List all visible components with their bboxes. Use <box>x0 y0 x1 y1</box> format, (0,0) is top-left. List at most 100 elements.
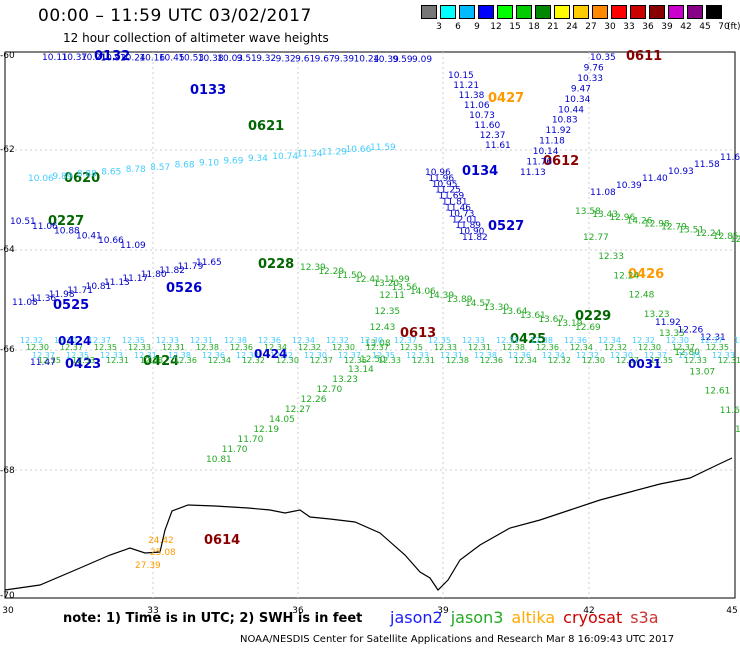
scale-swatch <box>535 5 551 19</box>
legend-s3a: s3a <box>630 608 659 627</box>
swh-band-value: 12.30 <box>276 356 299 365</box>
scale-label: 39 <box>661 22 673 32</box>
swh-value: 11.80 <box>141 270 167 280</box>
footnote: note: 1) Time is in UTC; 2) SWH is in fe… <box>63 611 363 626</box>
swh-value: 12.11 <box>379 291 405 301</box>
swh-value: 13.89 <box>447 295 473 305</box>
swh-value: 9.09 <box>412 55 432 65</box>
swh-band-value: 12.38 <box>168 351 191 360</box>
swh-value: 11.60 <box>474 121 500 131</box>
scale-label: 30 <box>604 22 616 32</box>
swh-value: 10.45 <box>159 54 185 64</box>
swh-value: 11.71 <box>67 286 93 296</box>
swh-value: 11.06 <box>32 222 58 232</box>
swh-value: 11.82 <box>462 233 488 243</box>
swh-band-value: 12.35 <box>372 351 395 360</box>
scale-label: 6 <box>455 22 461 32</box>
swh-band-value: 12.35 <box>94 343 117 352</box>
scale-label: 15 <box>509 22 521 32</box>
legend-altika: altika <box>511 608 556 627</box>
scale-label: 27 <box>585 22 597 32</box>
satellite-legend: jason2 jason3 altika cryosat s3a <box>390 608 667 627</box>
swh-value: 12.85 <box>713 232 739 242</box>
credit-footer: NOAA/NESDIS Center for Satellite Applica… <box>240 634 675 645</box>
swh-band-value: 12.36 <box>536 343 559 352</box>
swh-value: 11.92 <box>655 318 681 328</box>
swh-band-value: 12.36 <box>258 336 281 345</box>
swh-value: 12.70 <box>316 385 342 395</box>
swh-value: 11.79 <box>178 262 204 272</box>
swh-value: 13.20 <box>373 279 399 289</box>
swh-value: 8.65 <box>101 167 121 177</box>
swh-band-value: 12.32 <box>298 343 321 352</box>
swh-value: 13.58 <box>575 207 601 217</box>
swh-band-value: 12.35 <box>38 356 61 365</box>
pass-label-0423: 0423 <box>65 357 101 372</box>
swh-value: 12.61 <box>705 387 731 397</box>
pass-label-0527: 0527 <box>488 219 524 234</box>
scale-swatch <box>421 5 437 19</box>
swh-band-value: 12.35 <box>66 351 89 360</box>
lat-tick-label: -62 <box>0 145 15 155</box>
swh-value: 11.67 <box>720 153 740 163</box>
swh-band-value: 12.33 <box>712 351 735 360</box>
scale-label: 33 <box>623 22 635 32</box>
lon-tick-label: 42 <box>583 606 594 616</box>
pass-label-0526: 0526 <box>166 281 202 296</box>
swh-value: 12.77 <box>583 233 609 243</box>
swh-value: 12.98 <box>644 219 670 229</box>
swh-band-value: 12.32 <box>576 351 599 360</box>
swh-band-value: 12.36 <box>202 351 225 360</box>
scale-swatch <box>687 5 703 19</box>
pass-label-0424: 0424 <box>143 354 179 369</box>
swh-value: 8.57 <box>150 163 170 173</box>
swh-value: 9.67 <box>315 54 335 64</box>
swh-value: 12.43 <box>370 323 396 333</box>
swh-value: 13.51 <box>678 226 704 236</box>
swh-value: 12.26 <box>301 395 327 405</box>
swh-band-value: 12.38 <box>446 356 469 365</box>
swh-value: 12.01 <box>452 215 478 225</box>
swh-value: 10.95 <box>432 180 458 190</box>
swh-band-value: 12.31 <box>412 356 435 365</box>
swh-value: 10.03 <box>217 54 243 64</box>
swh-value: 13.67 <box>538 315 564 325</box>
swh-band-value: 12.35 <box>678 351 701 360</box>
swh-band-value: 12.38 <box>530 336 553 345</box>
swh-value: 10.74 <box>272 152 298 162</box>
swh-value: 11.13 <box>520 168 546 178</box>
swh-band-value: 12.33 <box>156 336 179 345</box>
swh-band-value: 12.30 <box>638 343 661 352</box>
swh-band-value: 12.33 <box>100 351 123 360</box>
swh-value: 12.31 <box>700 333 726 343</box>
swh-value: 10.81 <box>206 455 232 465</box>
swh-value: 10.93 <box>668 167 694 177</box>
swh-band-value: 12.38 <box>196 343 219 352</box>
swh-value: 11.38 <box>459 91 485 101</box>
swh-value: 11.76 <box>526 158 552 168</box>
scale-unit: (ft) <box>727 22 740 32</box>
swh-value: 10.90 <box>459 227 485 237</box>
swh-value: 8.78 <box>126 165 146 175</box>
swh-band-value: 12.37 <box>338 351 361 360</box>
swh-value: 9.39 <box>334 55 354 65</box>
swh-value: 9.59 <box>393 55 413 65</box>
axis-ticks: 30 33 36 39 42 45 -60 -62 -64 -66 -68 -70 <box>0 51 738 616</box>
swh-value: 13.30 <box>483 303 509 313</box>
swh-value: 10.14 <box>533 147 559 157</box>
swh-value: 12.26 <box>678 326 704 336</box>
swh-value: 9.69 <box>223 156 243 166</box>
swh-band-value: 12.34 <box>264 343 287 352</box>
swh-band-value: 12.34 <box>570 343 593 352</box>
swh-value: 8.68 <box>175 161 195 171</box>
swh-value: 10.88 <box>54 227 80 237</box>
swh-band-value: 12.37 <box>394 336 417 345</box>
swh-value: 14.26 <box>627 216 653 226</box>
pass-label-0611: 0611 <box>626 49 662 64</box>
swh-band-value: 12.37 <box>310 356 333 365</box>
swh-value: 11.34 <box>297 150 323 160</box>
swh-value: 12.37 <box>480 131 506 141</box>
swh-value: 10.33 <box>577 74 603 84</box>
swh-value: 13.23 <box>644 310 670 320</box>
swh-band-value: 12.35 <box>706 343 729 352</box>
